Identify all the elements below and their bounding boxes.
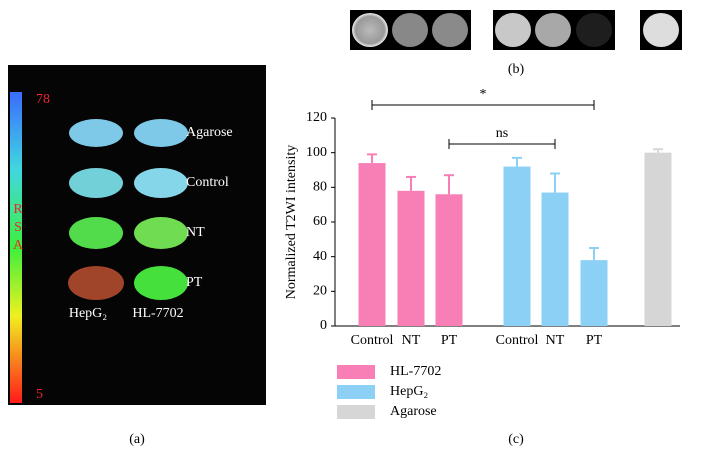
legend-label: HepG₂ [390,384,428,399]
x-tick-label: Control [496,333,539,348]
bar [397,190,425,326]
phantom-spots [68,119,188,300]
bar [435,194,463,326]
bar [358,163,386,326]
panel-label: (a) [129,432,145,447]
row-label: NT [186,225,205,240]
y-tick-label: 80 [313,180,327,195]
color-bar [10,92,22,403]
legend-swatch [337,385,375,399]
significance-label: * [480,87,487,102]
y-tick-label: 100 [306,145,327,160]
scale-letter: S [14,220,22,235]
mri-images [350,10,682,50]
scale-min: 5 [36,387,43,402]
legend-label: Agarose [390,404,437,419]
column-label: HepG₂ [69,306,107,321]
panel-label: (c) [508,432,524,447]
y-tick-label: 0 [320,318,327,333]
row-label: PT [186,275,203,290]
x-tick-label: PT [441,333,458,348]
column-label: HL-7702 [132,306,183,321]
legend-swatch [337,405,375,419]
row-label: Agarose [186,125,233,140]
y-tick-label: 60 [313,214,327,229]
row-label: Control [186,175,229,190]
scale-max: 78 [36,92,50,107]
scale-letter: R [13,202,23,217]
scale-letter: A [13,238,24,253]
panel-label: (b) [508,62,525,77]
x-tick-label: PT [586,333,603,348]
legend-swatch [337,365,375,379]
y-tick-label: 20 [313,284,327,299]
x-tick-label: NT [546,333,565,348]
x-tick-label: NT [402,333,421,348]
bar [503,166,531,326]
x-tick-label: Control [351,333,394,348]
legend-label: HL-7702 [390,364,441,379]
significance-label: ns [496,126,508,141]
bar [580,260,608,326]
y-tick-label: 40 [313,249,327,264]
bar [644,152,672,326]
y-axis-label: Normalized T2WI intensity [284,145,299,299]
y-tick-label: 120 [306,110,327,125]
bar [541,192,569,326]
